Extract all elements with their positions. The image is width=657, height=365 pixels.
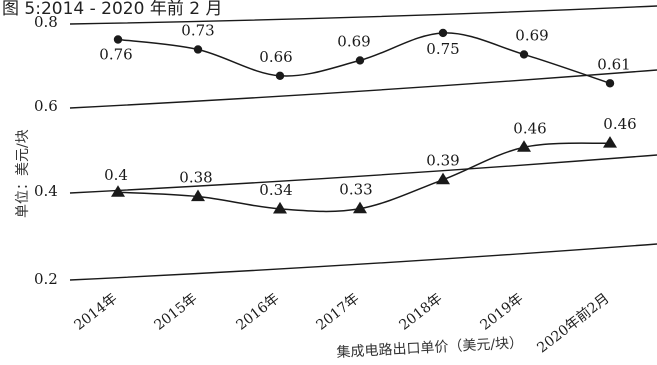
data-point-triangle — [191, 189, 205, 202]
data-point-triangle — [603, 136, 617, 148]
data-point-circle — [113, 35, 123, 44]
data-point-circle — [275, 71, 285, 80]
grid-lines — [69, 5, 657, 281]
grid-line-0.8 — [69, 5, 657, 25]
x-tick-label: 2016年 — [233, 291, 282, 334]
data-point-triangle — [436, 172, 450, 185]
grid-line-0.6 — [69, 69, 657, 109]
data-label: 0.46 — [513, 119, 546, 137]
data-point-triangle — [111, 185, 125, 197]
data-label: 0.61 — [597, 55, 630, 73]
grid-line-0.2 — [69, 243, 657, 281]
data-label: 0.76 — [99, 45, 132, 63]
x-tick-label: 2020年前2月 — [534, 290, 613, 357]
data-markers — [111, 28, 617, 214]
data-label: 0.66 — [259, 48, 292, 66]
data-point-circle — [519, 50, 529, 59]
data-label: 0.34 — [259, 181, 292, 199]
y-tick-labels: 0.2 0.4 0.6 0.8 — [34, 13, 58, 288]
grid-line-0.4 — [69, 154, 657, 194]
data-label: 0.33 — [339, 181, 372, 199]
data-label: 0.69 — [337, 32, 370, 50]
data-point-circle — [355, 56, 365, 65]
y-tick-label: 0.6 — [34, 97, 58, 115]
chart-title: 图 5:2014 - 2020 年前 2 月 — [2, 0, 223, 19]
x-tick-label: 2018年 — [396, 291, 445, 334]
data-label: 0.38 — [179, 169, 212, 187]
x-tick-label: 2014年 — [71, 291, 120, 334]
data-point-triangle — [273, 201, 287, 214]
data-point-circle — [438, 28, 448, 38]
x-tick-label: 2017年 — [313, 291, 362, 334]
y-tick-label: 0.8 — [34, 13, 58, 31]
y-tick-label: 0.2 — [34, 270, 58, 288]
data-point-triangle — [517, 140, 531, 152]
y-tick-label: 0.4 — [34, 182, 58, 200]
data-label: 0.39 — [426, 152, 459, 170]
data-labels: 0.76 0.73 0.66 0.69 0.75 0.69 0.61 0.4 0.38 0.34 0… — [99, 21, 636, 198]
x-tick-label: 2015年 — [151, 291, 200, 334]
data-point-triangle — [353, 201, 367, 214]
data-label: 0.69 — [515, 26, 548, 44]
data-label: 0.75 — [426, 40, 459, 58]
data-label: 0.73 — [181, 21, 214, 39]
data-point-circle — [605, 79, 615, 88]
x-tick-label: 2019年 — [477, 291, 526, 334]
data-label: 0.4 — [104, 166, 128, 184]
data-point-circle — [193, 45, 203, 54]
data-label: 0.46 — [603, 115, 636, 133]
